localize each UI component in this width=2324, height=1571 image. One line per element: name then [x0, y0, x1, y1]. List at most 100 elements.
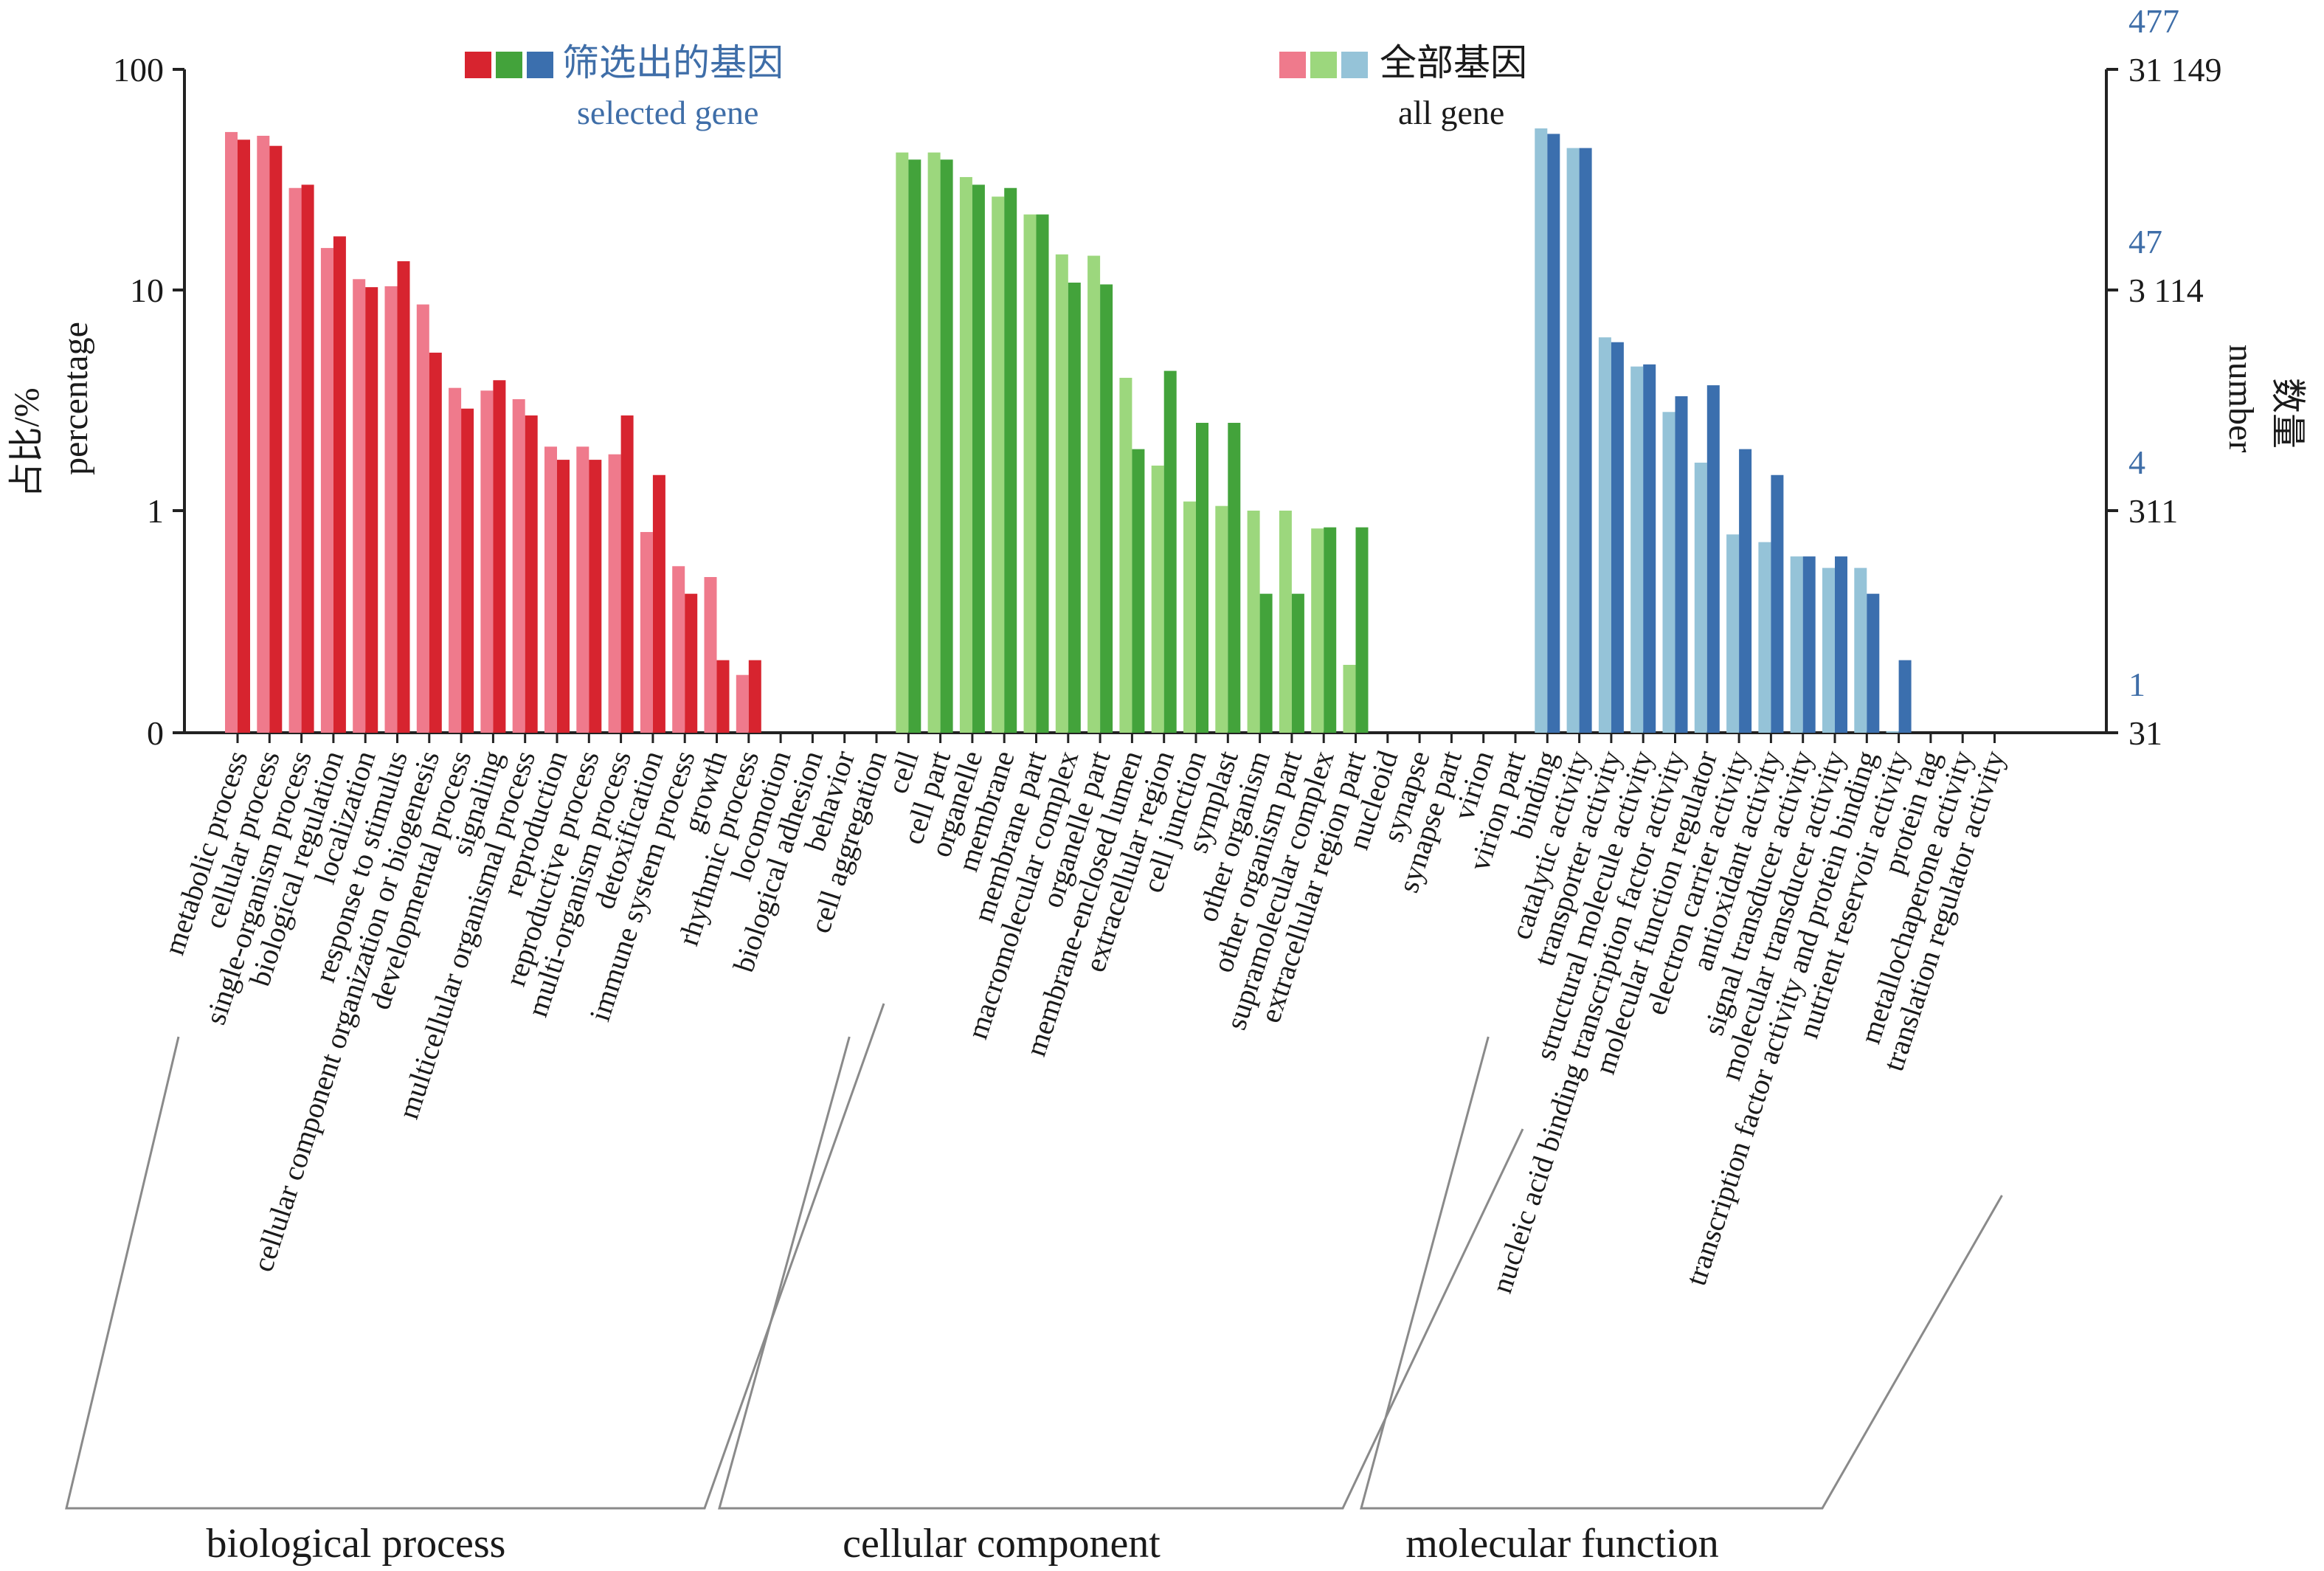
- bar-all: [1726, 534, 1740, 733]
- bar-all: [449, 387, 462, 733]
- bar-all: [1662, 412, 1675, 733]
- bar-selected: [1547, 134, 1560, 733]
- y-tick-label: 0: [147, 714, 164, 752]
- bar-selected: [1132, 449, 1145, 733]
- bar-all: [927, 152, 941, 733]
- bar-all: [896, 152, 909, 733]
- bar-selected: [908, 159, 921, 733]
- group-bracket: [65, 1003, 885, 1510]
- bar-all: [959, 176, 972, 733]
- y2-tick-label-selected: 47: [2128, 223, 2162, 260]
- bar-selected: [685, 593, 698, 733]
- bar-all: [672, 566, 685, 733]
- bar-selected: [1739, 449, 1752, 733]
- bar-all: [1023, 214, 1037, 733]
- bar-all: [544, 446, 557, 733]
- y-tick-label: 100: [113, 51, 164, 89]
- bar-all: [1279, 511, 1292, 733]
- bar-all: [257, 136, 270, 733]
- bar-all: [225, 131, 238, 733]
- bar-all: [288, 187, 302, 733]
- bar-all: [1598, 337, 1611, 733]
- bar-selected: [1579, 148, 1592, 733]
- bar-all: [1822, 567, 1835, 733]
- y-axis-title-en: percentage: [56, 322, 95, 475]
- group-bracket: [1360, 1036, 2003, 1510]
- y2-tick-label-all: 31: [2128, 714, 2162, 752]
- bar-all: [1119, 377, 1132, 733]
- bar-all: [1183, 501, 1196, 733]
- bar-selected: [748, 660, 761, 733]
- bar-selected: [1004, 187, 1017, 733]
- bar-selected: [1228, 423, 1241, 733]
- bar-selected: [1355, 527, 1369, 733]
- legend-swatch-mf-all: [1341, 52, 1368, 78]
- bar-selected: [716, 660, 730, 733]
- bar-selected: [365, 287, 378, 733]
- bar-selected: [1196, 423, 1208, 733]
- y2-tick-label-selected: 4: [2128, 443, 2145, 481]
- bar-selected: [301, 184, 314, 733]
- legend-selected-en: selected gene: [577, 94, 758, 131]
- bar-selected: [1036, 214, 1049, 733]
- bar-all: [480, 390, 494, 733]
- bar-selected: [1068, 283, 1081, 733]
- bar-selected: [620, 415, 634, 733]
- legend-selected: 筛选出的基因 selected gene: [465, 42, 784, 131]
- bar-all: [384, 286, 398, 733]
- group-label: biological process: [207, 1521, 506, 1567]
- bar-selected: [1802, 556, 1816, 733]
- bar-selected: [1771, 474, 1784, 733]
- bar-all: [640, 531, 653, 733]
- bar-all: [1087, 255, 1101, 733]
- bar-selected: [333, 236, 346, 733]
- bar-selected: [493, 380, 506, 733]
- bar-selected: [1835, 556, 1847, 733]
- bar-all: [1151, 465, 1164, 733]
- legend-all: 全部基因 all gene: [1279, 42, 1527, 131]
- y2-tick-label-all: 3 114: [2128, 272, 2204, 309]
- bar-selected: [1324, 527, 1337, 733]
- bar-all: [1886, 731, 1899, 733]
- bar-all: [576, 446, 589, 733]
- group-brackets: biological process cellular component mole…: [65, 1003, 2003, 1567]
- bar-selected: [1163, 370, 1177, 733]
- bars-layer: [225, 128, 1996, 743]
- y-tick-label: 1: [147, 492, 164, 530]
- legend-all-cn: 全部基因: [1380, 42, 1527, 83]
- bar-selected: [1867, 593, 1880, 733]
- bar-all: [992, 196, 1005, 733]
- bar-all: [1694, 462, 1707, 733]
- group-label: molecular function: [1405, 1521, 1719, 1567]
- bar-all: [704, 577, 717, 733]
- bar-selected: [557, 460, 570, 733]
- bar-selected: [1100, 284, 1113, 733]
- bar-selected: [525, 415, 538, 733]
- y2-tick-label-all: 31 149: [2128, 51, 2222, 89]
- bar-selected: [1291, 593, 1304, 733]
- bar-all: [1854, 567, 1867, 733]
- y2-tick-label-all: 311: [2128, 492, 2178, 530]
- y2-tick-label-selected: 1: [2128, 666, 2145, 703]
- bar-all: [1630, 366, 1644, 733]
- y-axis-title-cn: 占比/%: [7, 387, 46, 497]
- bar-selected: [269, 145, 283, 733]
- y-axis-right-ticks: 31 149 3 114 311 31 477 47 4 1: [2106, 2, 2222, 752]
- bar-selected: [1898, 660, 1912, 733]
- legend-selected-cn: 筛选出的基因: [562, 42, 784, 83]
- legend-swatch-bp-selected: [465, 52, 491, 78]
- bar-all: [1247, 511, 1260, 733]
- bar-all: [736, 674, 749, 733]
- legend-swatch-cc-all: [1310, 52, 1337, 78]
- y-tick-label: 10: [130, 272, 164, 309]
- bar-all: [320, 248, 333, 733]
- bar-selected: [940, 159, 953, 733]
- bar-all: [1790, 556, 1803, 733]
- bar-all: [1343, 664, 1356, 733]
- bar-selected: [1675, 396, 1688, 733]
- bar-selected: [972, 184, 985, 733]
- legend-swatch-cc-selected: [496, 52, 522, 78]
- bar-all: [353, 279, 366, 733]
